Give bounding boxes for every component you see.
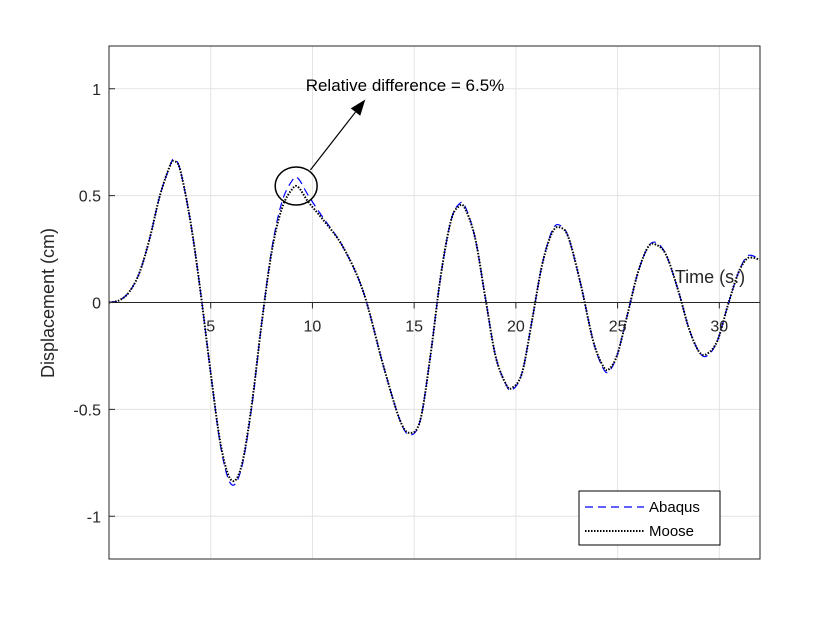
highlight-circle [274,166,318,206]
x-tick-label: 10 [304,319,322,336]
x-tick-label: 30 [710,319,728,336]
legend-label-moose: Moose [649,523,694,540]
tick-labels: 5 10 15 20 25 30 -1 -0.5 0 0.5 1 [73,82,728,527]
y-tick-label: 0 [92,296,101,313]
annotation: Relative difference = 6.5% [274,76,505,206]
x-axis-label: Time (s.) [675,267,745,287]
x-tick-label: 20 [507,319,525,336]
legend-label-abaqus: Abaqus [649,499,700,516]
y-tick-label: -1 [87,509,101,526]
arrowhead-icon [350,99,366,116]
x-tick-label: 15 [405,319,423,336]
x-tick-label: 5 [206,319,215,336]
legend: Abaqus Moose [578,490,721,546]
plot-frame [108,45,761,560]
y-tick-label: 1 [92,82,101,99]
legend-box [578,490,721,546]
series-layer [108,158,761,486]
y-axis-label: Displacement (cm) [38,228,58,378]
annotation-text: Relative difference = 6.5% [306,76,505,95]
x-tick-label: 25 [609,319,627,336]
series-line-abaqus [108,158,761,486]
y-tick-label: 0.5 [79,189,101,206]
y-tick-label: -0.5 [73,402,101,419]
annotation-arrow-icon [309,111,356,171]
